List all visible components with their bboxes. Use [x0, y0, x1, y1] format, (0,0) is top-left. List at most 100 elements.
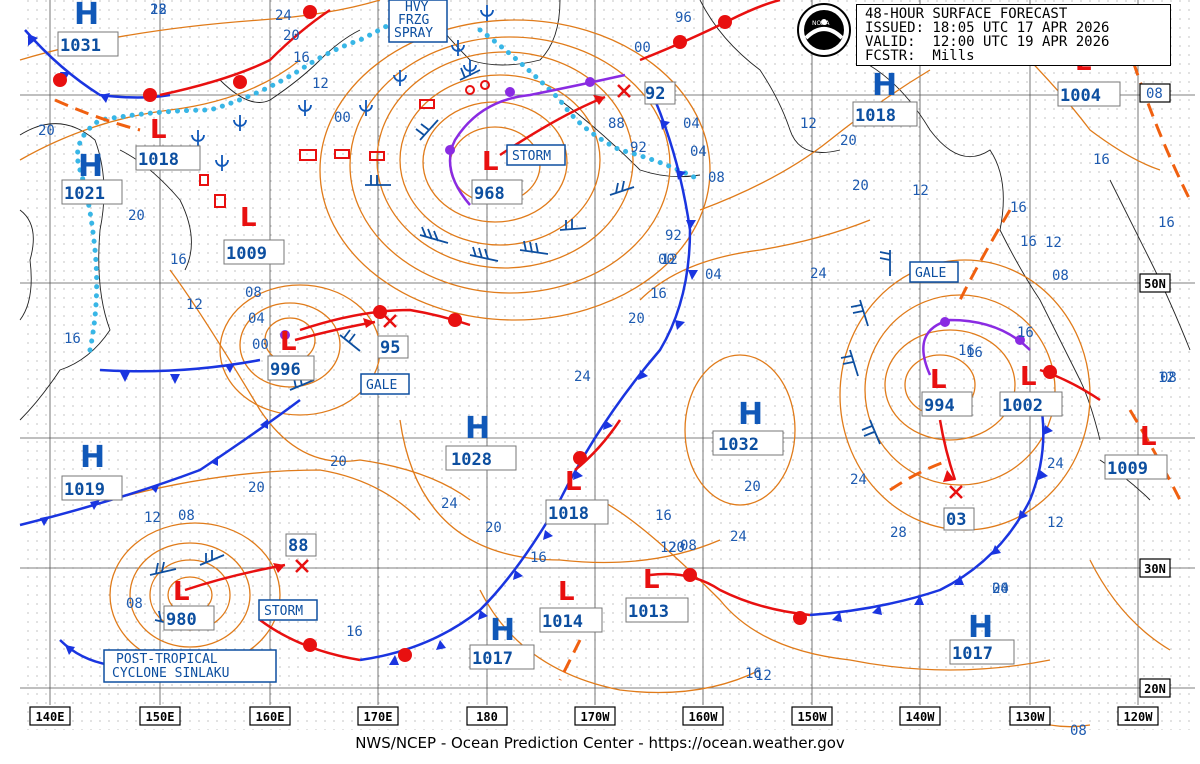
isobar-label: 08 [178, 508, 195, 524]
svg-text:L: L [1140, 422, 1157, 452]
isobar-label: 08 [708, 170, 725, 186]
longitude-label: 130W [1016, 710, 1046, 724]
isobar-label: 16 [1020, 234, 1037, 250]
svg-text:L: L [482, 147, 499, 177]
isobar-label: 24 [810, 266, 827, 282]
high-pressure-value: 1018 [855, 106, 896, 126]
longitude-label: 180 [476, 710, 498, 724]
isobar-label: 12 [660, 540, 677, 556]
low-pressure-value: 1018 [548, 504, 589, 524]
isobar-label: 16 [64, 331, 81, 347]
high-pressure-value: 1017 [952, 644, 993, 664]
isobar-label: 20 [248, 480, 265, 496]
longitude-label: 150W [798, 710, 828, 724]
svg-text:L: L [558, 577, 575, 607]
freezing-spray-symbols [191, 5, 494, 171]
longitude-box [1117, 706, 1159, 726]
spray-label: SPRAY [394, 26, 433, 41]
isobar-label: 00 [634, 40, 651, 56]
low-pressure-value: 980 [166, 610, 197, 630]
latitude-box [1139, 678, 1171, 698]
frzg-label: FRZG [398, 13, 429, 28]
low-pressure-value: 1009 [1107, 459, 1148, 479]
svg-text:L: L [280, 327, 297, 357]
valid-time: VALID: 12:00 UTC 19 APR 2026 [865, 34, 1110, 50]
isobar-label: 12 [912, 183, 929, 199]
latitude-label: 20N [1144, 682, 1166, 696]
low-letters: L L L L L L L L L L L L [150, 47, 1157, 607]
isobar-label: 16 [1158, 215, 1175, 231]
longitude-label: 160E [256, 710, 285, 724]
latitude-label: 30N [1144, 562, 1166, 576]
pressure-centers: H H H H H H H H [74, 0, 993, 648]
isobar-label: 20 [38, 123, 55, 139]
isobar-label: 16 [650, 286, 667, 302]
svg-text:L: L [240, 203, 257, 233]
forecast-title: 48-HOUR SURFACE FORECAST [865, 6, 1068, 22]
isobar-label: 88 [608, 116, 625, 132]
occluded-pips [280, 77, 1025, 345]
isobar-label: 16 [1017, 325, 1034, 341]
low-pressure-value: 968 [474, 184, 505, 204]
longitude-box [29, 706, 71, 726]
forecast-info-box: 48-HOUR SURFACE FORECAST ISSUED: 18:05 U… [856, 4, 1171, 66]
high-letter: H [80, 440, 105, 475]
issued-time: ISSUED: 18:05 UTC 17 APR 2026 [865, 20, 1110, 36]
longitude-box [249, 706, 291, 726]
high-pressure-value: 1031 [60, 36, 101, 56]
cyclone-label-line1: POST-TROPICAL [116, 652, 218, 667]
longitude-label: 170E [364, 710, 393, 724]
isobar-label: 20 [668, 540, 685, 556]
longitude-label: 120W [1124, 710, 1154, 724]
high-letter: H [738, 397, 763, 432]
high-letter: H [74, 0, 99, 32]
latitude-box [1139, 273, 1171, 293]
isobar-label: 04 [992, 581, 1009, 597]
high-pressure-value: 1021 [64, 184, 105, 204]
warm-front-bumps [53, 5, 1057, 662]
cold-front-pips [28, 34, 1053, 665]
longitude-label: 160W [689, 710, 719, 724]
longitude-label: 140E [36, 710, 65, 724]
isobar-label: 16 [1093, 152, 1110, 168]
isobar-label: 12 [1047, 515, 1064, 531]
longitude-label: 170W [581, 710, 611, 724]
low-pressure-value: 994 [924, 396, 955, 416]
latitude-label: 50N [1144, 277, 1166, 291]
longitude-axis: 140E 150E 160E 170E 180 170W 160W 150W 140W 130W 1… [29, 706, 1159, 726]
storm-warning-label: STORM [512, 149, 551, 164]
high-letter: H [490, 613, 515, 648]
high-pressure-value: 1028 [451, 450, 492, 470]
isobar-labels: 28 24201612202016080400120820162016120824… [38, 2, 1177, 739]
isobar-label: 00 [334, 110, 351, 126]
isobar-label: 28 [890, 525, 907, 541]
longitude-box [791, 706, 833, 726]
isobar-label: 28 [150, 2, 167, 18]
isobar-label: 92 [630, 140, 647, 156]
low-pressure-value: 1002 [1002, 396, 1043, 416]
svg-text:NOAA: NOAA [812, 20, 830, 27]
longitude-box [466, 706, 508, 726]
isobar-label: 12 [144, 510, 161, 526]
forecaster: FCSTR: Mills [865, 48, 975, 64]
isobar-label: 20 [840, 133, 857, 149]
wind-barbs [149, 67, 891, 627]
track-arrowheads [273, 95, 955, 573]
isobar-label: 20 [628, 311, 645, 327]
map-dot-grid [20, 0, 1195, 730]
high-pressure-value: 1032 [718, 435, 759, 455]
isobar-label: 12 [312, 76, 329, 92]
isobar-label: 96 [675, 10, 692, 26]
svg-text:L: L [1020, 362, 1037, 392]
isobar-label: 16 [745, 666, 762, 682]
isobar-label: 16 [293, 50, 310, 66]
isobar-label: 04 [690, 144, 707, 160]
cyclone-label-line2: CYCLONE SINLAKU [112, 666, 229, 681]
high-pressure-value: 1019 [64, 480, 105, 500]
latitude-axis: 50N 30N 20N [1139, 273, 1171, 698]
forecast-pressure-value: 03 [946, 510, 966, 530]
isobar-label: 12 [661, 252, 678, 268]
isobar-label: 04 [705, 267, 722, 283]
corner-box [1139, 83, 1171, 103]
